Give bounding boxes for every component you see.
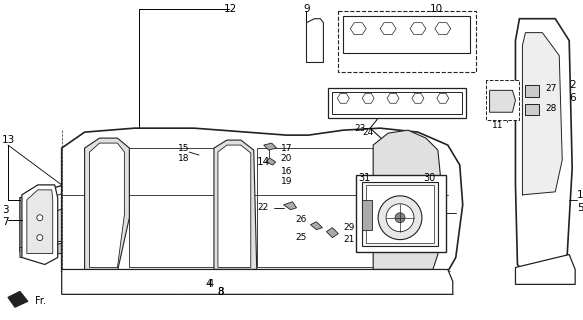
Polygon shape	[343, 16, 470, 52]
Text: 25: 25	[295, 233, 307, 242]
Polygon shape	[410, 23, 426, 35]
Polygon shape	[332, 92, 462, 114]
Polygon shape	[264, 143, 277, 150]
Polygon shape	[525, 104, 539, 115]
Polygon shape	[22, 185, 58, 265]
Polygon shape	[266, 158, 276, 165]
Polygon shape	[129, 148, 214, 268]
Polygon shape	[257, 148, 373, 268]
Text: 7: 7	[2, 217, 8, 227]
Text: 19: 19	[280, 177, 292, 186]
Text: 30: 30	[424, 173, 436, 183]
Polygon shape	[362, 200, 372, 230]
Text: 8: 8	[218, 287, 224, 297]
Polygon shape	[437, 93, 449, 103]
Polygon shape	[20, 242, 82, 258]
Polygon shape	[522, 33, 562, 195]
Polygon shape	[515, 19, 572, 277]
Polygon shape	[27, 190, 52, 253]
Polygon shape	[62, 128, 463, 271]
Polygon shape	[338, 11, 476, 72]
Polygon shape	[217, 175, 257, 192]
Polygon shape	[8, 291, 28, 307]
Text: 15: 15	[178, 144, 190, 153]
Text: 3: 3	[2, 205, 8, 215]
Polygon shape	[338, 93, 349, 103]
Polygon shape	[387, 93, 399, 103]
Text: 26: 26	[295, 215, 307, 224]
Text: 22: 22	[258, 203, 269, 212]
Polygon shape	[412, 93, 424, 103]
Text: 16: 16	[280, 167, 292, 176]
Text: 6: 6	[569, 93, 576, 103]
Circle shape	[378, 196, 422, 240]
Polygon shape	[311, 222, 322, 230]
Polygon shape	[490, 90, 515, 112]
Text: 11: 11	[492, 121, 503, 130]
Polygon shape	[350, 23, 366, 35]
Polygon shape	[283, 202, 297, 210]
Text: 13: 13	[1, 135, 15, 145]
Text: 10: 10	[430, 4, 443, 14]
Text: 28: 28	[545, 104, 557, 113]
Polygon shape	[20, 168, 277, 252]
Polygon shape	[362, 182, 438, 245]
Polygon shape	[218, 145, 251, 268]
Polygon shape	[356, 175, 446, 252]
Text: 29: 29	[343, 223, 354, 232]
Text: 14: 14	[257, 157, 271, 167]
Polygon shape	[326, 228, 338, 238]
Polygon shape	[366, 185, 434, 243]
Circle shape	[386, 204, 414, 232]
Circle shape	[37, 215, 43, 221]
Polygon shape	[525, 85, 539, 97]
Text: 4: 4	[208, 279, 214, 289]
Circle shape	[395, 213, 405, 223]
Polygon shape	[62, 269, 453, 294]
Text: 4: 4	[206, 279, 212, 289]
Polygon shape	[85, 138, 129, 271]
Polygon shape	[328, 88, 466, 118]
Text: 9: 9	[303, 4, 310, 14]
Text: 12: 12	[224, 4, 237, 14]
Polygon shape	[30, 175, 269, 248]
Text: 2: 2	[569, 80, 576, 90]
Polygon shape	[486, 80, 519, 120]
Text: 8: 8	[217, 287, 224, 297]
Text: 17: 17	[280, 144, 292, 153]
Polygon shape	[373, 130, 443, 269]
Text: 27: 27	[545, 84, 557, 93]
Circle shape	[37, 235, 43, 241]
Text: 31: 31	[358, 173, 370, 183]
Text: 18: 18	[178, 154, 190, 163]
Text: 5: 5	[577, 203, 583, 213]
Polygon shape	[307, 19, 324, 62]
Polygon shape	[214, 140, 257, 269]
Text: Fr.: Fr.	[35, 296, 46, 306]
Text: 23: 23	[355, 124, 366, 133]
Text: 21: 21	[343, 235, 354, 244]
Polygon shape	[380, 23, 396, 35]
Text: 1: 1	[577, 190, 583, 200]
Polygon shape	[435, 23, 451, 35]
Text: 24: 24	[363, 128, 374, 137]
Polygon shape	[515, 254, 575, 284]
Polygon shape	[362, 93, 374, 103]
Text: 20: 20	[280, 154, 292, 163]
Polygon shape	[90, 143, 124, 268]
Polygon shape	[55, 190, 257, 242]
